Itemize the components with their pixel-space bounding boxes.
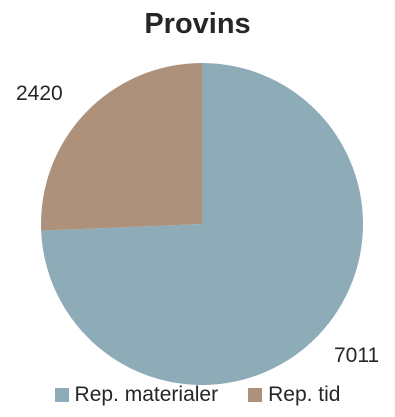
pie-slice-rep-tid — [41, 63, 202, 231]
legend-label: Rep. tid — [268, 383, 341, 406]
legend: Rep. materialer Rep. tid — [0, 383, 395, 407]
data-label-rep-materialer: 7011 — [334, 344, 380, 367]
chart-title: Provins — [144, 8, 251, 40]
data-label-rep-tid: 2420 — [16, 82, 63, 105]
legend-label: Rep. materialer — [74, 383, 219, 406]
legend-swatch — [54, 388, 69, 402]
legend-swatch — [248, 388, 263, 402]
legend-item-rep-materialer: Rep. materialer — [54, 383, 219, 407]
legend-item-rep-tid: Rep. tid — [248, 383, 340, 407]
pie-slice-rep-materialer — [41, 63, 364, 385]
